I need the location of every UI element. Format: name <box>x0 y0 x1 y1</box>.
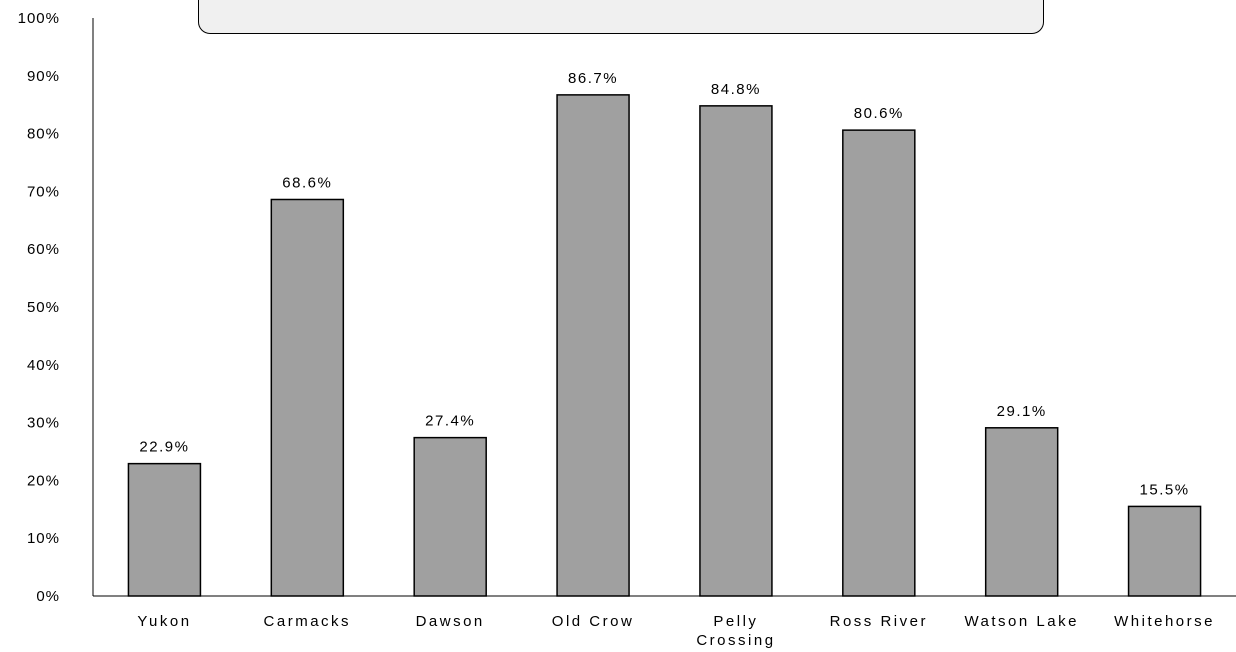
data-label: 27.4% <box>425 413 475 430</box>
data-label: 29.1% <box>997 403 1047 420</box>
x-tick-label: Watson Lake <box>964 613 1079 630</box>
y-tick-label: 40% <box>27 357 60 374</box>
bar <box>1127 505 1202 597</box>
x-tick-label: Pelly Crossing <box>696 613 775 649</box>
y-tick-label: 90% <box>27 68 60 85</box>
data-label: 15.5% <box>1140 481 1190 498</box>
y-tick-label: 20% <box>27 472 60 489</box>
data-label: 22.9% <box>139 439 189 456</box>
y-tick-label: 60% <box>27 241 60 258</box>
data-label: 68.6% <box>282 174 332 191</box>
data-label: 80.6% <box>854 105 904 122</box>
x-tick-label: Carmacks <box>264 613 352 630</box>
data-label: 86.7% <box>568 70 618 87</box>
bar <box>984 427 1059 597</box>
data-label: 84.8% <box>711 81 761 98</box>
bar <box>413 436 487 597</box>
chart-title-box <box>198 0 1044 34</box>
x-tick-label: Whitehorse <box>1114 613 1215 630</box>
bar <box>556 94 630 597</box>
bar <box>127 462 202 597</box>
y-tick-label: 80% <box>27 126 60 143</box>
bar <box>699 105 773 597</box>
x-tick-label: Old Crow <box>552 613 635 630</box>
y-tick-label: 0% <box>36 588 60 605</box>
x-tick-label: Dawson <box>416 613 485 630</box>
x-tick-label: Ross River <box>830 613 928 630</box>
x-tick-label: Yukon <box>137 613 191 630</box>
y-tick-label: 50% <box>27 299 60 316</box>
bar <box>270 198 345 597</box>
y-tick-label: 70% <box>27 183 60 200</box>
bar <box>842 129 916 597</box>
y-tick-label: 30% <box>27 415 60 432</box>
y-tick-label: 10% <box>27 530 60 547</box>
y-tick-label: 100% <box>18 10 60 27</box>
